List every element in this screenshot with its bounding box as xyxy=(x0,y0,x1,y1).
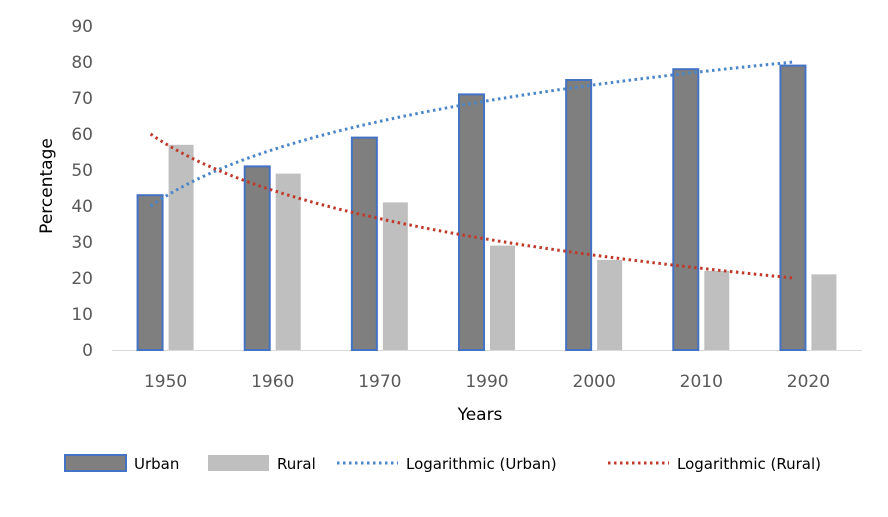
x-tick-label: 1990 xyxy=(465,372,508,392)
legend: Urban Rural Logarithmic (Urban) Logarithmic… xyxy=(64,454,821,473)
x-tick-label: 2000 xyxy=(573,372,616,392)
y-tick-label: 60 xyxy=(71,125,93,145)
bar-urban-2010 xyxy=(672,68,700,351)
legend-swatch-urban xyxy=(64,454,127,472)
bar-urban-1950 xyxy=(136,194,164,351)
x-tick-label: 1950 xyxy=(144,372,187,392)
y-tick-label: 90 xyxy=(71,17,93,37)
bar-urban-2020 xyxy=(779,64,807,351)
x-tick-label: 2020 xyxy=(787,372,830,392)
legend-label-urban: Urban xyxy=(134,455,179,473)
y-tick-label: 0 xyxy=(82,341,93,361)
bar-urban-1990 xyxy=(458,93,485,352)
y-tick-label: 80 xyxy=(71,53,93,73)
y-tick-label: 50 xyxy=(71,161,93,181)
bar-urban-1970 xyxy=(350,136,378,351)
x-tick-label: 1960 xyxy=(251,372,294,392)
bar-urban-1960 xyxy=(243,165,271,351)
x-axis-ticks: 1950 1960 1970 1990 2000 2010 2020 xyxy=(144,372,830,392)
bars xyxy=(136,64,837,352)
y-tick-label: 40 xyxy=(71,197,93,217)
y-tick-label: 70 xyxy=(71,89,93,109)
bar-rural-1960 xyxy=(275,173,301,350)
legend-label-log-rural: Logarithmic (Rural) xyxy=(677,455,821,473)
legend-label-rural: Rural xyxy=(277,455,316,473)
bar-rural-2010 xyxy=(704,270,730,350)
bar-rural-1970 xyxy=(382,202,408,350)
bar-rural-1950 xyxy=(168,144,194,350)
y-axis-title: Percentage xyxy=(37,138,57,234)
y-tick-label: 20 xyxy=(71,269,93,289)
bar-urban-2000 xyxy=(565,79,593,351)
x-tick-label: 1970 xyxy=(358,372,401,392)
x-axis-title: Years xyxy=(457,405,503,425)
x-tick-label: 2010 xyxy=(680,372,723,392)
y-tick-label: 30 xyxy=(71,233,93,253)
legend-label-log-urban: Logarithmic (Urban) xyxy=(406,455,557,473)
bar-rural-2000 xyxy=(597,260,623,350)
y-axis-ticks: 0 10 20 30 40 50 60 70 80 90 xyxy=(71,17,93,361)
bar-rural-1990 xyxy=(490,245,515,350)
legend-swatch-rural xyxy=(208,455,269,471)
bar-rural-2020 xyxy=(811,274,837,350)
y-tick-label: 10 xyxy=(71,305,93,325)
